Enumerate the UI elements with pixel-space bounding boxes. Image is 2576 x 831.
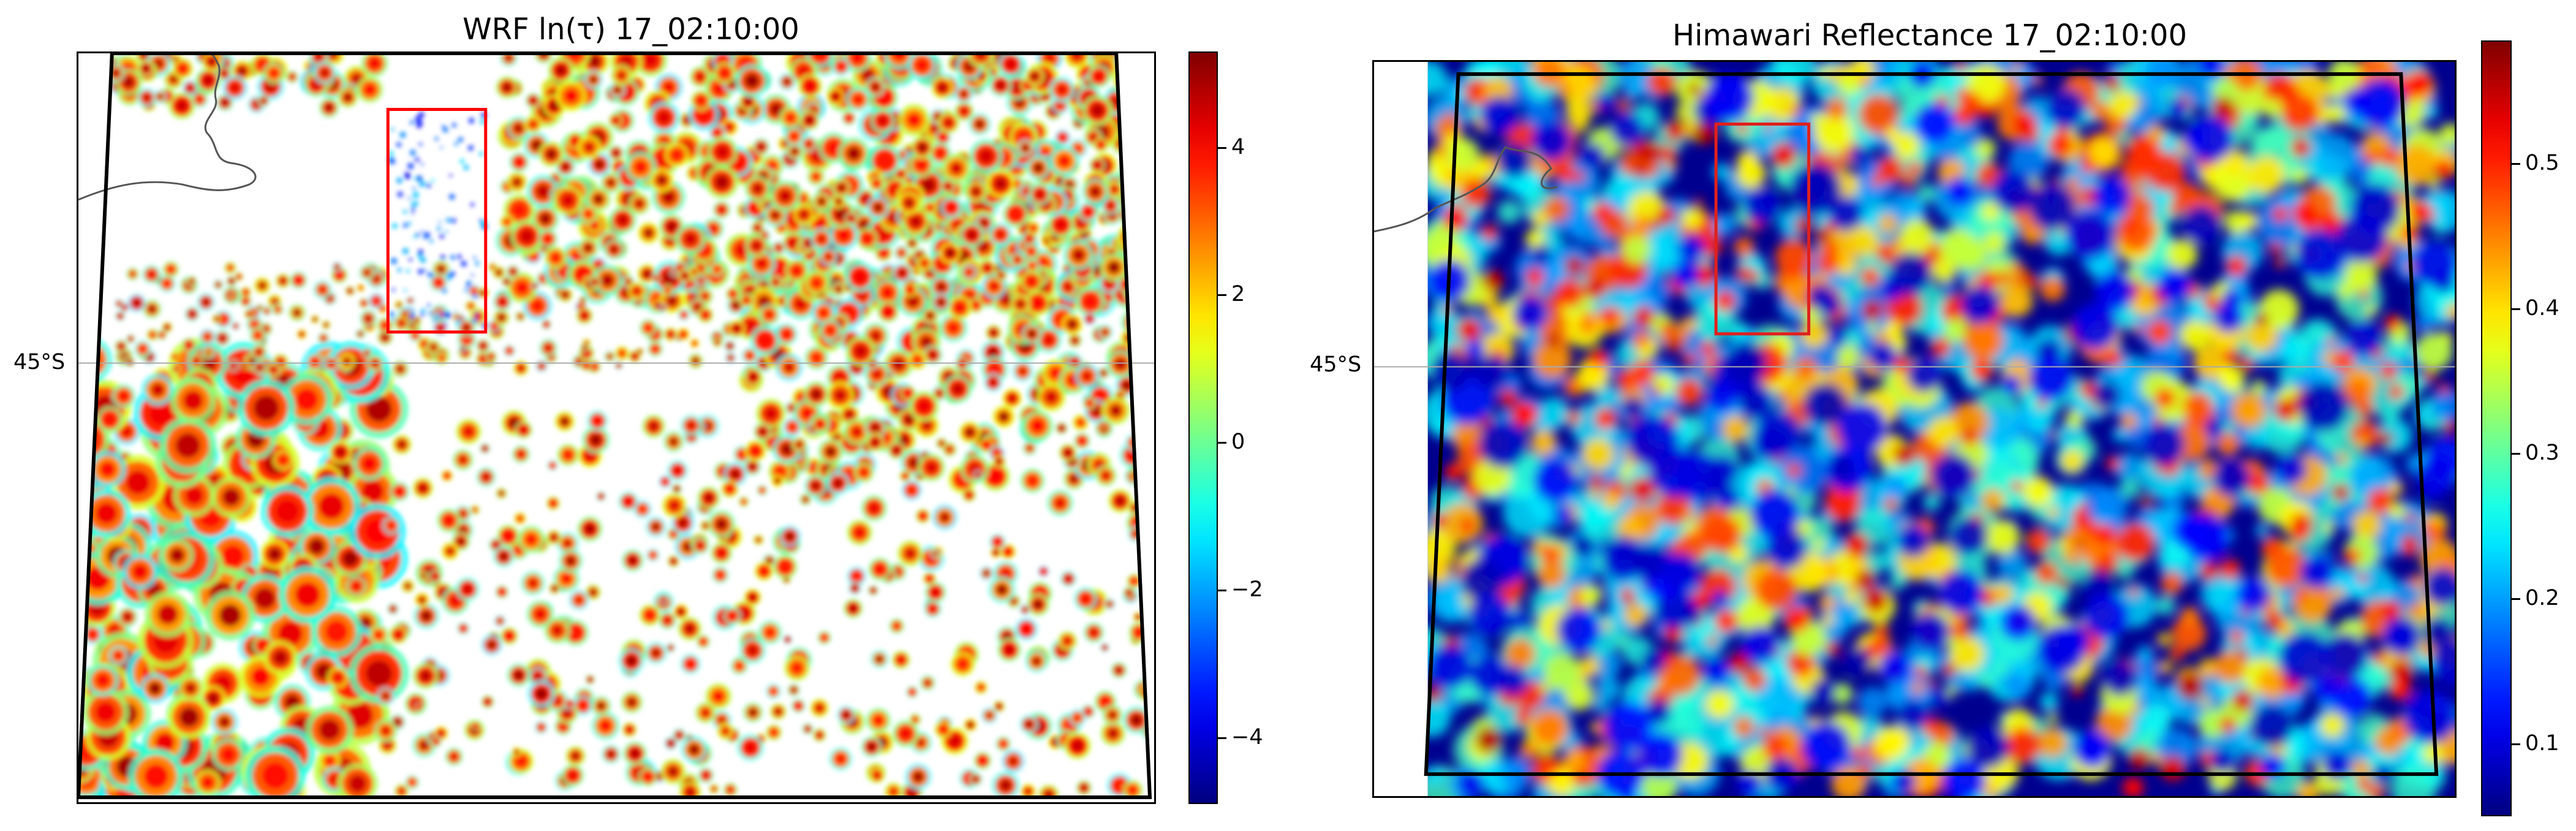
colorbar-tick-mark [2512,163,2520,165]
himawari-field [1374,62,2455,796]
lat-label-45s: 45°S [13,350,66,374]
panel-title-himawari: Himawari Reflectance 17_02:10:00 [1672,18,2187,53]
colorbar-tick-label: 0.5 [2525,151,2559,176]
himawari-colorbar [2481,40,2512,816]
colorbar-tick-label: 0.2 [2525,586,2559,611]
colorbar-tick-mark [2512,308,2520,310]
colorbar-tick-mark [2512,743,2520,745]
colorbar-tick-mark [1218,146,1226,149]
domain-boundary [1424,72,2439,776]
highlight-box [386,108,488,334]
colorbar-tick-mark [1218,442,1226,444]
colorbar-tick-label: 2 [1231,282,1245,307]
himawari-map [1372,60,2457,798]
coastline [78,53,257,201]
wrf-field [78,53,1154,800]
colorbar-tick-label: 0.1 [2525,730,2559,756]
colorbar-tick-mark [2512,453,2520,455]
colorbar-tick-label: 0 [1231,430,1245,455]
highlight-box [1714,123,1811,336]
colorbar-tick-mark [2512,598,2520,601]
colorbar-tick-label: 4 [1231,134,1245,159]
wrf-colorbar [1188,51,1218,804]
colorbar-tick-mark [1218,589,1226,591]
colorbar-tick-mark [1218,294,1226,297]
colorbar-tick-label: 0.4 [2525,295,2559,321]
colorbar-tick-label: −4 [1231,724,1263,749]
colorbar-tick-label: 0.3 [2525,441,2559,466]
lat-label-45s: 45°S [1310,352,1362,377]
domain-boundary [78,53,1152,800]
colorbar-tick-label: −2 [1231,577,1263,602]
colorbar-tick-mark [1218,737,1226,739]
wrf-map [77,51,1156,804]
panel-title-wrf: WRF ln(τ) 17_02:10:00 [463,12,799,47]
coastline [1374,146,1558,233]
